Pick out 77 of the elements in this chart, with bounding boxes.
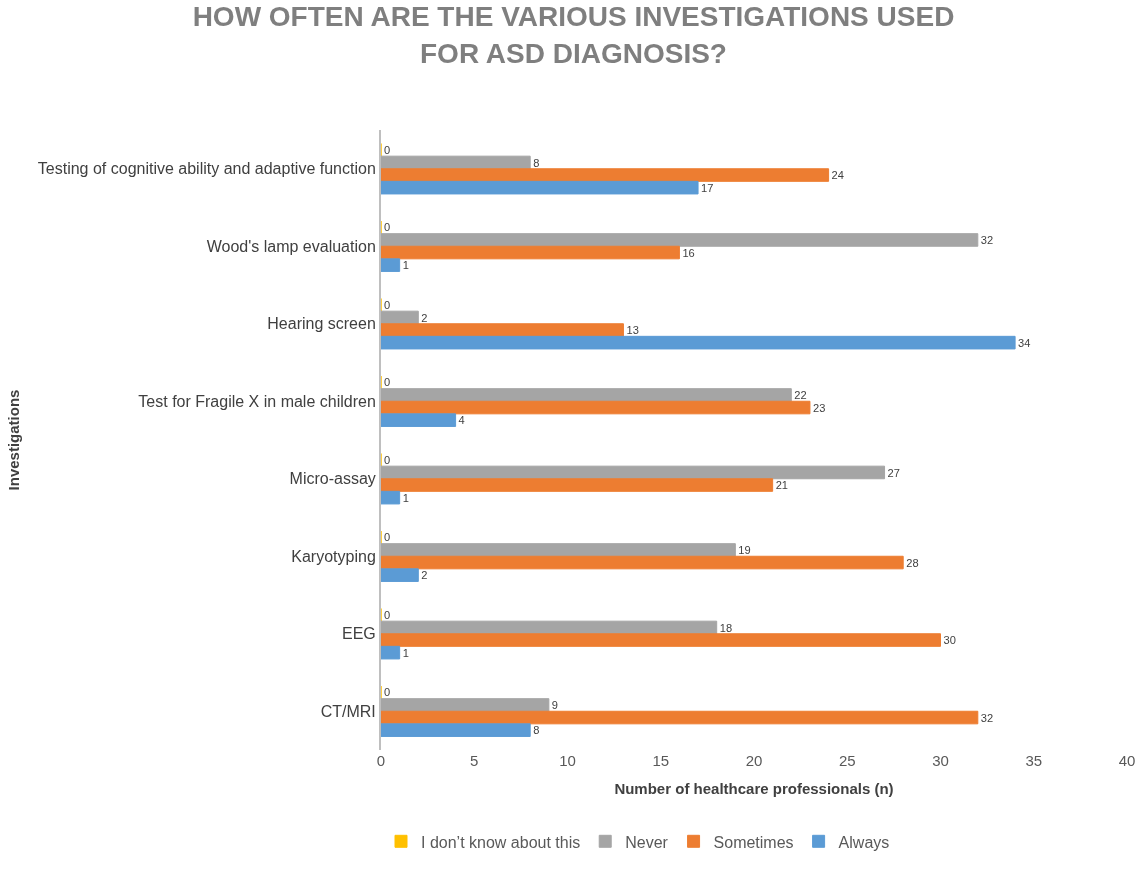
x-tick-label: 20: [745, 752, 763, 769]
bar: [381, 490, 401, 505]
data-label: 9: [551, 699, 559, 712]
data-label: 34: [1018, 336, 1031, 349]
bar: [381, 710, 979, 725]
bar: [381, 233, 979, 247]
bar: [381, 335, 1016, 350]
data-label: 8: [533, 156, 540, 169]
x-tick-label: 35: [1025, 752, 1043, 769]
legend-label: Sometimes: [713, 833, 794, 851]
legend-label: Always: [838, 833, 890, 851]
data-label: 8: [533, 724, 540, 737]
x-tick-label: 40: [1118, 752, 1136, 769]
y-tick-label: Hearing screen: [267, 315, 376, 333]
y-tick-label: Micro-assay: [289, 470, 376, 488]
legend-label: I don’t know about this: [421, 833, 581, 851]
chart-title: HOW OFTEN ARE THE VARIOUS INVESTIGATIONS USED FOR ASD DIAGNOSIS?: [192, 1, 955, 69]
bar: [381, 258, 401, 272]
bar: [381, 543, 736, 557]
bar: [381, 400, 811, 415]
data-label: 18: [719, 621, 733, 634]
y-tick-label: CT/MRI: [320, 702, 376, 720]
y-tick-label: Karyotyping: [291, 547, 376, 565]
data-label: 28: [906, 556, 919, 569]
data-label: 2: [421, 311, 428, 324]
bar: [381, 568, 419, 582]
bar: [381, 180, 699, 195]
bar: [381, 555, 904, 570]
x-axis-title: Number of healthcare professionals (n): [614, 780, 894, 797]
bar: [381, 413, 457, 427]
data-label: 0: [384, 376, 391, 389]
data-label: 17: [701, 181, 714, 194]
bar: [381, 245, 680, 260]
data-label: 2: [421, 569, 428, 582]
bar: [381, 645, 401, 660]
y-tick-label: Testing of cognitive ability and adaptive function: [37, 160, 376, 178]
x-tick-label: 5: [470, 752, 479, 769]
y-axis-title: Investigations: [4, 389, 22, 491]
x-tick-label: 25: [838, 752, 856, 769]
data-label: 1: [402, 491, 409, 504]
data-label: 13: [626, 324, 639, 337]
data-label: 0: [384, 143, 391, 156]
data-label: 1: [402, 259, 409, 272]
data-label: 0: [384, 686, 391, 699]
data-label: 30: [943, 634, 956, 647]
bar: [381, 633, 941, 647]
data-label: 0: [384, 531, 391, 544]
x-tick-label: 0: [376, 752, 386, 769]
data-label: 1: [402, 646, 409, 659]
data-label: 0: [384, 608, 391, 621]
bar: [381, 723, 531, 737]
data-label: 32: [980, 234, 994, 247]
data-label: 0: [384, 453, 391, 466]
x-tick-label: 10: [559, 752, 576, 769]
bar: [381, 465, 886, 480]
data-label: 22: [794, 389, 807, 402]
data-label: 21: [775, 479, 788, 492]
data-label: 24: [831, 169, 844, 182]
bar: [381, 388, 792, 402]
data-label: 0: [384, 221, 391, 234]
data-label: 23: [812, 401, 826, 414]
bar: [381, 323, 624, 337]
data-label: 32: [980, 711, 994, 724]
data-label: 4: [458, 414, 465, 427]
data-label: 27: [887, 466, 900, 479]
bar: [381, 478, 774, 492]
y-tick-label: Test for Fragile X in male children: [138, 392, 376, 410]
data-label: 16: [682, 246, 695, 259]
x-tick-label: 15: [652, 752, 670, 769]
legend-label: Never: [625, 833, 669, 851]
y-tick-label: Wood's lamp evaluation: [206, 237, 376, 255]
x-tick-label: 30: [932, 752, 949, 769]
bar: [381, 168, 830, 182]
data-label: 19: [738, 544, 751, 557]
data-label: 0: [384, 298, 391, 311]
y-tick-label: EEG: [342, 625, 376, 643]
bar: [381, 698, 550, 712]
